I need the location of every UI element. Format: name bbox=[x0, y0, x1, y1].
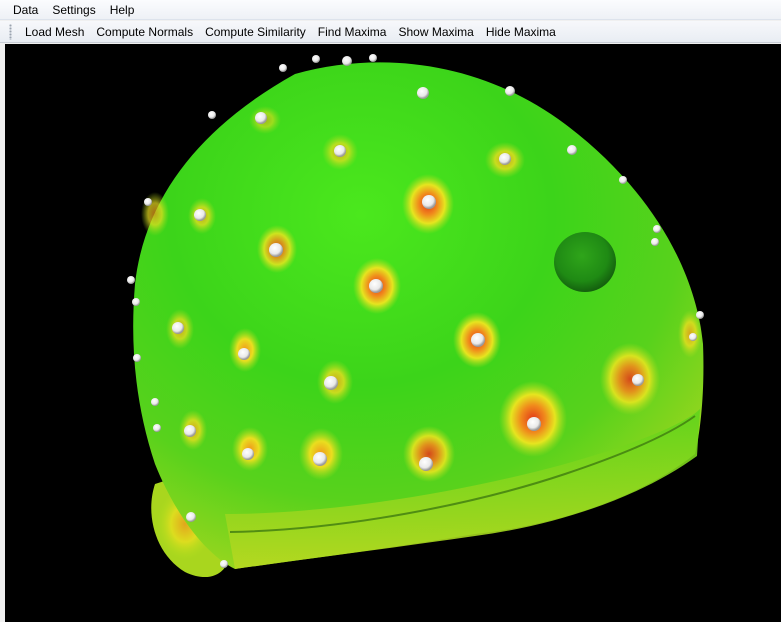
toolbar-grip-icon[interactable] bbox=[7, 23, 13, 40]
mesh-render[interactable] bbox=[5, 44, 781, 622]
compute-normals-button[interactable]: Compute Normals bbox=[96, 24, 194, 39]
find-maxima-button[interactable]: Find Maxima bbox=[317, 24, 387, 39]
load-mesh-button[interactable]: Load Mesh bbox=[25, 24, 85, 39]
window-left-border bbox=[0, 44, 5, 622]
compute-similarity-button[interactable]: Compute Similarity bbox=[205, 24, 306, 39]
mesh-knob bbox=[554, 232, 616, 292]
3d-viewport[interactable] bbox=[5, 44, 781, 622]
mesh-cap-body bbox=[133, 62, 704, 569]
menubar: Data Settings Help bbox=[0, 0, 781, 20]
menu-settings[interactable]: Settings bbox=[52, 2, 96, 17]
hide-maxima-button[interactable]: Hide Maxima bbox=[485, 24, 556, 39]
show-maxima-button[interactable]: Show Maxima bbox=[398, 24, 474, 39]
menu-data[interactable]: Data bbox=[13, 2, 39, 17]
menu-help[interactable]: Help bbox=[109, 2, 135, 17]
mesh-rim-band bbox=[225, 409, 700, 569]
toolbar: Load Mesh Compute Normals Compute Simila… bbox=[0, 21, 781, 43]
maxima-markers[interactable] bbox=[127, 54, 704, 568]
